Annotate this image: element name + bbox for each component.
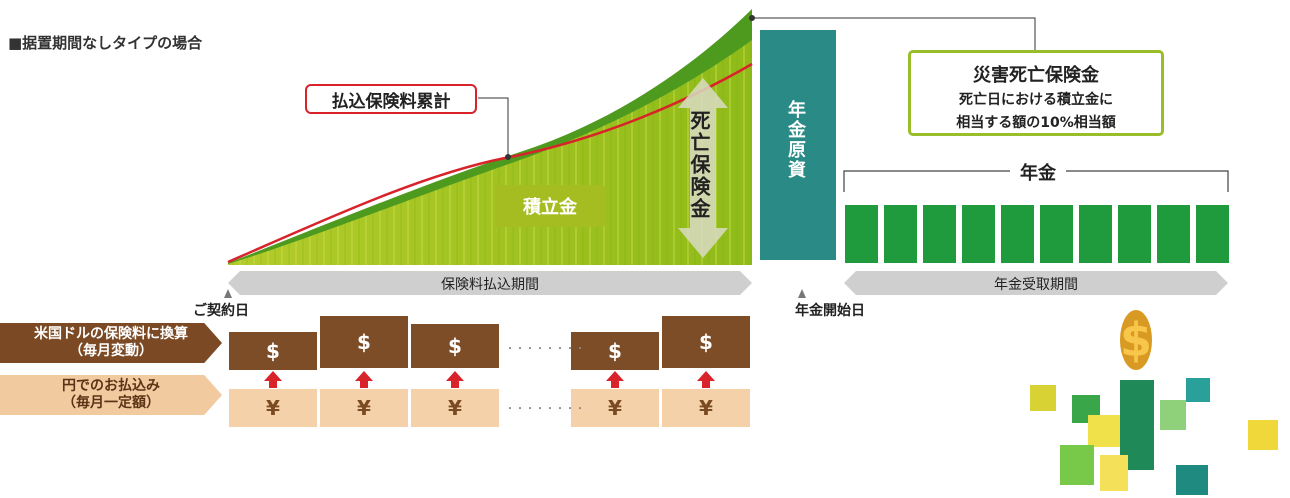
jpy-block: ¥ <box>411 389 499 427</box>
usd-row-label: 米国ドルの保険料に換算 （毎月変動） <box>0 323 222 363</box>
annuity-bar <box>1118 205 1151 263</box>
premium-cumulative-label: 払込保険料累計 <box>305 84 477 114</box>
payment-period-label: 保険料払込期間 <box>441 277 539 293</box>
usd-block: $ <box>411 324 499 368</box>
contract-date-label: ご契約日 <box>193 303 249 319</box>
death-benefit-label: 死亡保険金 <box>687 110 711 220</box>
jpy-row-label: 円でのお払込み （毎月一定額） <box>0 375 222 415</box>
usd-ellipsis: ・・・・・・・・ <box>505 344 585 355</box>
accident-leader-line <box>752 17 1036 52</box>
usd-block: $ <box>571 332 659 370</box>
accident-box-line2: 相当する額の10%相当額 <box>956 115 1116 131</box>
usd-block: $ <box>320 316 408 368</box>
annuity-label: 年金 <box>1010 159 1066 184</box>
annuity-bar <box>1001 205 1034 263</box>
annuity-start-date-label: 年金開始日 <box>795 303 865 319</box>
annuity-bar <box>884 205 917 263</box>
annuity-bar <box>845 205 878 263</box>
jpy-ellipsis: ・・・・・・・・ <box>505 404 585 415</box>
jpy-block: ¥ <box>571 389 659 427</box>
annuity-period-label: 年金受取期間 <box>994 277 1078 293</box>
annuity-bar <box>1040 205 1073 263</box>
annuity-start-tick <box>798 289 806 298</box>
jpy-label-line2: （毎月一定額） <box>62 395 160 411</box>
annuity-source-block <box>760 30 836 260</box>
usd-label-line2: （毎月変動） <box>69 343 153 359</box>
annuity-bar <box>962 205 995 263</box>
cube-decoration <box>1030 378 1278 495</box>
premium-leader-dot <box>505 154 511 160</box>
usd-block: $ <box>229 332 317 370</box>
jpy-block: ¥ <box>229 389 317 427</box>
accident-leader-dot <box>749 15 755 21</box>
page-title: ■据置期間なしタイプの場合 <box>8 34 203 52</box>
annuity-bar <box>1157 205 1190 263</box>
svg-text:$: $ <box>1120 313 1152 367</box>
annuity-period-arrow <box>844 271 1228 295</box>
annuity-bar <box>923 205 956 263</box>
contract-date-tick <box>224 289 232 298</box>
payment-period-arrow <box>228 271 752 295</box>
annuity-source-label: 年金原資 <box>785 100 806 180</box>
accident-box-heading: 災害死亡保険金 <box>973 65 1099 86</box>
accident-death-benefit-box: 災害死亡保険金 死亡日における積立金に 相当する額の10%相当額 <box>908 50 1164 136</box>
death-benefit-arrow <box>678 78 728 258</box>
dollar-sign-icon: $ <box>1120 310 1152 370</box>
accumulated-fund-label: 積立金 <box>495 185 605 227</box>
usd-label-line1: 米国ドルの保険料に換算 <box>34 326 188 342</box>
usd-block: $ <box>662 316 750 368</box>
jpy-block: ¥ <box>662 389 750 427</box>
accident-box-line1: 死亡日における積立金に <box>959 92 1113 108</box>
annuity-bars <box>845 205 1229 263</box>
jpy-block: ¥ <box>320 389 408 427</box>
accumulated-fund-texture <box>228 40 752 265</box>
premium-cumulative-line <box>227 62 753 264</box>
jpy-label-line1: 円でのお払込み <box>62 378 160 394</box>
premium-leader-line <box>478 97 509 156</box>
annuity-bar <box>1196 205 1229 263</box>
annuity-bar <box>1079 205 1112 263</box>
